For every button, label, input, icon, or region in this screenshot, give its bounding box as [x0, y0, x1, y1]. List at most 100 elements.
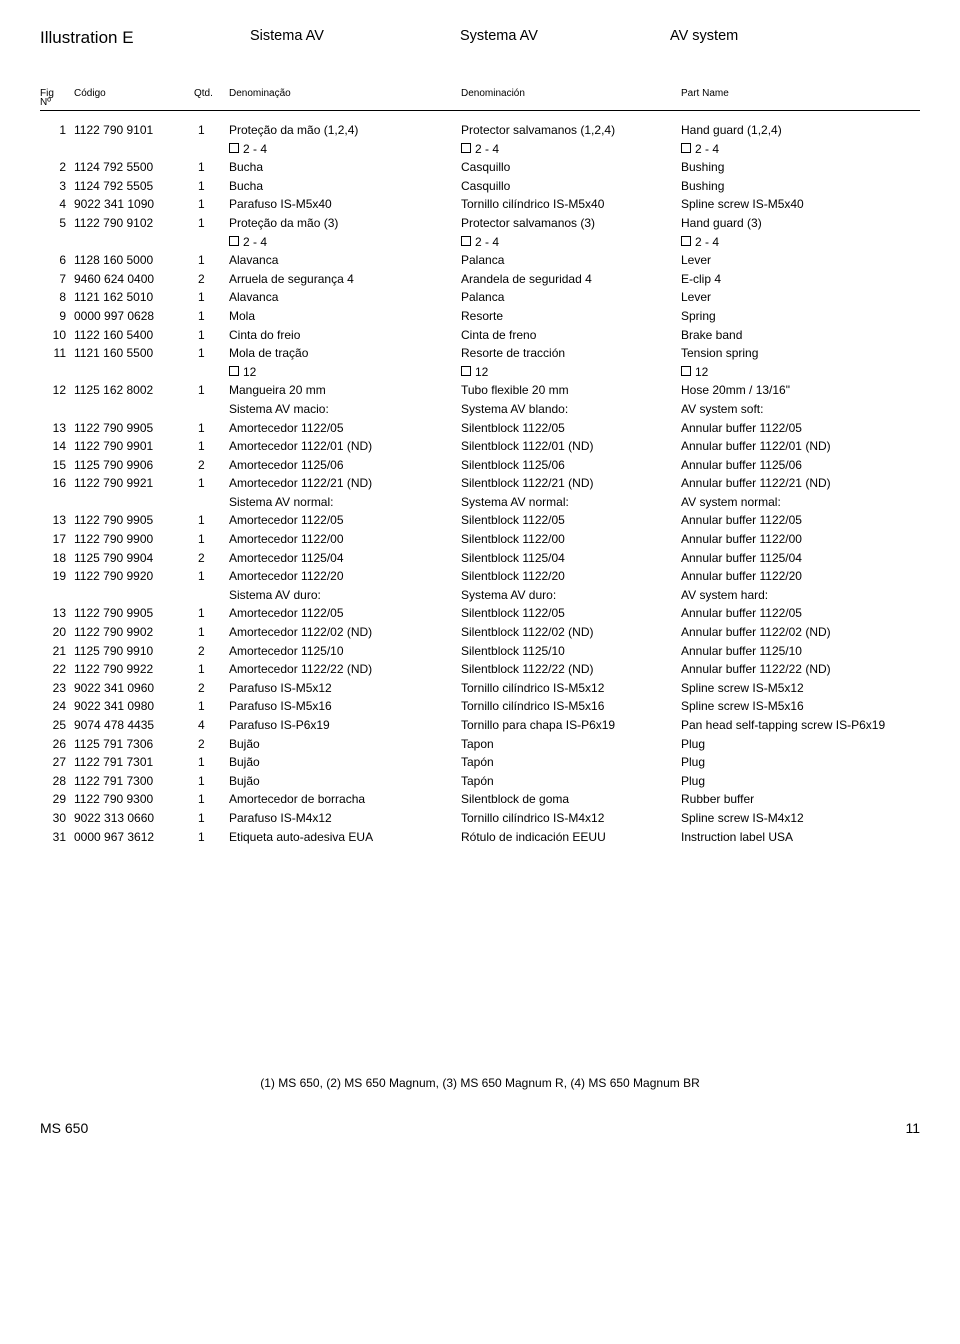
cell: AV system normal:: [681, 493, 901, 512]
cell: 18: [40, 549, 74, 568]
table-row: 309022 313 06601Parafuso IS-M4x12Tornill…: [40, 809, 920, 828]
cell: Parafuso IS-P6x19: [229, 716, 461, 735]
cell: 1122 790 9921: [74, 474, 194, 493]
cell: Silentblock 1122/02 (ND): [461, 623, 681, 642]
table-row: 201122 790 99021Amortecedor 1122/02 (ND)…: [40, 623, 920, 642]
cell: Palanca: [461, 251, 681, 270]
cell: Amortecedor 1122/01 (ND): [229, 437, 461, 456]
cell: 9022 313 0660: [74, 809, 194, 828]
cell: Casquillo: [461, 158, 681, 177]
cell: Silentblock 1125/04: [461, 549, 681, 568]
cell: 1121 160 5500: [74, 344, 194, 363]
cell: 1124 792 5500: [74, 158, 194, 177]
cell: 9022 341 0980: [74, 697, 194, 716]
cell: 1: [194, 326, 229, 345]
cell: 1122 790 9922: [74, 660, 194, 679]
table-row: 141122 790 99011Amortecedor 1122/01 (ND)…: [40, 437, 920, 456]
cell: Bushing: [681, 158, 901, 177]
table-row: 249022 341 09801Parafuso IS-M5x16Tornill…: [40, 697, 920, 716]
cell: Silentblock 1122/05: [461, 604, 681, 623]
cell: Annular buffer 1122/00: [681, 530, 901, 549]
cell: 16: [40, 474, 74, 493]
cell: 31: [40, 828, 74, 847]
cell: Annular buffer 1122/22 (ND): [681, 660, 901, 679]
cell: Amortecedor 1122/05: [229, 604, 461, 623]
table-row: 2 - 42 - 42 - 4: [40, 140, 920, 159]
cell: 1122 790 9101: [74, 121, 194, 140]
cell: AV system soft:: [681, 400, 901, 419]
cell: Silentblock 1122/01 (ND): [461, 437, 681, 456]
table-row: 310000 967 36121Etiqueta auto-adesiva EU…: [40, 828, 920, 847]
cell: Bujão: [229, 753, 461, 772]
cell: Tornillo cilíndrico IS-M5x40: [461, 195, 681, 214]
cell: Annular buffer 1122/02 (ND): [681, 623, 901, 642]
cell: 1122 790 9900: [74, 530, 194, 549]
cell: Tubo flexible 20 mm: [461, 381, 681, 400]
cell: Amortecedor 1122/05: [229, 419, 461, 438]
cell: [194, 400, 229, 419]
cell: 1: [194, 511, 229, 530]
cell: 1122 791 7300: [74, 772, 194, 791]
cell: Plug: [681, 753, 901, 772]
cell: 1: [194, 288, 229, 307]
footer-left: MS 650: [40, 1120, 88, 1136]
cell: 2 - 4: [229, 140, 461, 159]
cell: Silentblock 1122/00: [461, 530, 681, 549]
table-row: 121125 162 80021Mangueira 20 mmTubo flex…: [40, 381, 920, 400]
cell: 23: [40, 679, 74, 698]
cell: 1: [194, 567, 229, 586]
cell: Amortecedor 1125/10: [229, 642, 461, 661]
cell: 1: [194, 474, 229, 493]
cell: 2: [194, 456, 229, 475]
cell: Tapon: [461, 735, 681, 754]
cell: Tapón: [461, 772, 681, 791]
cell: 28: [40, 772, 74, 791]
cell: Bujão: [229, 772, 461, 791]
cell: 12: [461, 363, 681, 382]
cell: Annular buffer 1122/01 (ND): [681, 437, 901, 456]
cell: Protector salvamanos (1,2,4): [461, 121, 681, 140]
cell: Palanca: [461, 288, 681, 307]
cell: Cinta do freio: [229, 326, 461, 345]
cell: 9: [40, 307, 74, 326]
header-qty: Qtd.: [194, 88, 229, 108]
cell: Spline screw IS-M5x16: [681, 697, 901, 716]
cell: 4: [194, 716, 229, 735]
cell: Silentblock 1122/05: [461, 511, 681, 530]
cell: Rótulo de indicación EEUU: [461, 828, 681, 847]
cell: 2: [194, 549, 229, 568]
cell: 13: [40, 604, 74, 623]
cell: 26: [40, 735, 74, 754]
table-row: 261125 791 73062BujãoTaponPlug: [40, 735, 920, 754]
cell: 12: [40, 381, 74, 400]
cell: 9022 341 1090: [74, 195, 194, 214]
cell: Mola: [229, 307, 461, 326]
cell: 2 - 4: [681, 140, 901, 159]
cell: Sistema AV macio:: [229, 400, 461, 419]
table-row: 131122 790 99051Amortecedor 1122/05Silen…: [40, 511, 920, 530]
cell: Systema AV blando:: [461, 400, 681, 419]
cell: 1: [194, 753, 229, 772]
cell: 1122 790 9102: [74, 214, 194, 233]
cell: Hand guard (3): [681, 214, 901, 233]
cell: 2 - 4: [461, 140, 681, 159]
cell: 22: [40, 660, 74, 679]
cell: 1: [194, 530, 229, 549]
cell: 17: [40, 530, 74, 549]
cell: Silentblock 1122/22 (ND): [461, 660, 681, 679]
cell: 1: [194, 121, 229, 140]
cell: Annular buffer 1125/04: [681, 549, 901, 568]
cell: Spline screw IS-M4x12: [681, 809, 901, 828]
cell: Parafuso IS-M4x12: [229, 809, 461, 828]
cell: [40, 140, 74, 159]
cell: Silentblock 1125/06: [461, 456, 681, 475]
cell: Amortecedor de borracha: [229, 790, 461, 809]
cell: 5: [40, 214, 74, 233]
cell: 1: [194, 419, 229, 438]
cell: Alavanca: [229, 251, 461, 270]
cell: [74, 363, 194, 382]
cell: 4: [40, 195, 74, 214]
cell: 1: [194, 437, 229, 456]
cell: Amortecedor 1125/04: [229, 549, 461, 568]
cell: Cinta de freno: [461, 326, 681, 345]
